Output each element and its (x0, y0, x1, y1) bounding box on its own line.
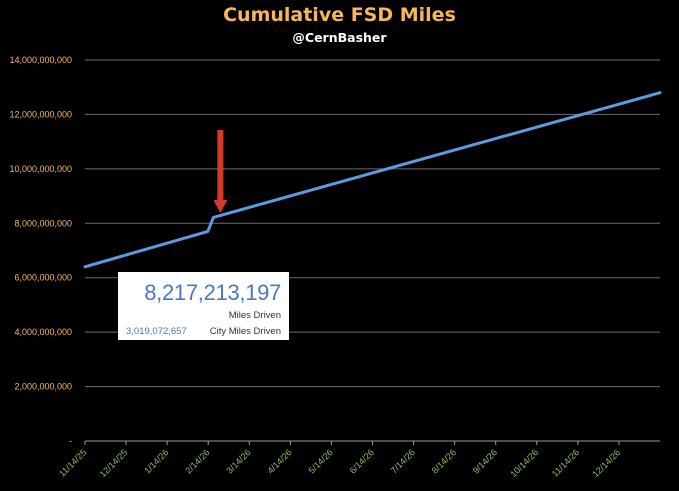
miles-series-line (83, 91, 662, 269)
city-miles-value: 3,019,072,657 (126, 326, 187, 337)
y-tick-label: 4,000,000,000 (14, 327, 72, 337)
miles-callout: 8,217,213,197 Miles Driven 3,019,072,657… (118, 272, 289, 340)
chart-title: Cumulative FSD Miles (223, 4, 456, 26)
x-tick-label: 10/14/26 (508, 447, 540, 479)
y-tick-label: 8,000,000,000 (14, 218, 72, 228)
x-tick-label: 5/14/26 (307, 447, 335, 475)
city-miles-row: 3,019,072,657 City Miles Driven (126, 326, 281, 337)
y-tick-label: - (69, 436, 72, 446)
x-tick-label: 4/14/26 (265, 447, 293, 475)
chart-subtitle: @CernBasher (292, 30, 387, 45)
miles-driven-label: Miles Driven (228, 310, 281, 321)
annotation-arrow-head (213, 200, 228, 213)
x-tick-label: 8/14/26 (430, 447, 458, 475)
y-tick-label: 2,000,000,000 (14, 382, 72, 392)
city-miles-label: City Miles Driven (209, 326, 281, 337)
y-tick-label: 6,000,000,000 (14, 273, 72, 283)
y-tick-label: 10,000,000,000 (9, 164, 72, 174)
x-tick-label: 11/14/25 (57, 447, 88, 478)
x-tick-label: 12/14/25 (98, 447, 130, 479)
x-tick-label: 12/14/26 (590, 447, 622, 479)
x-tick-label: 11/14/26 (550, 447, 581, 478)
x-tick-label: 2/14/26 (183, 447, 211, 475)
x-tick-label: 1/14/26 (142, 447, 170, 475)
annotation-arrow-shaft (217, 130, 224, 201)
y-tick-label: 12,000,000,000 (9, 109, 72, 119)
x-tick-label: 3/14/26 (224, 447, 252, 475)
y-tick-label: 14,000,000,000 (9, 55, 72, 65)
miles-driven-value: 8,217,213,197 (144, 280, 281, 305)
x-tick-label: 7/14/26 (389, 447, 417, 475)
x-tick-label: 6/14/26 (348, 447, 376, 475)
x-tick-label: 9/14/26 (471, 447, 499, 475)
